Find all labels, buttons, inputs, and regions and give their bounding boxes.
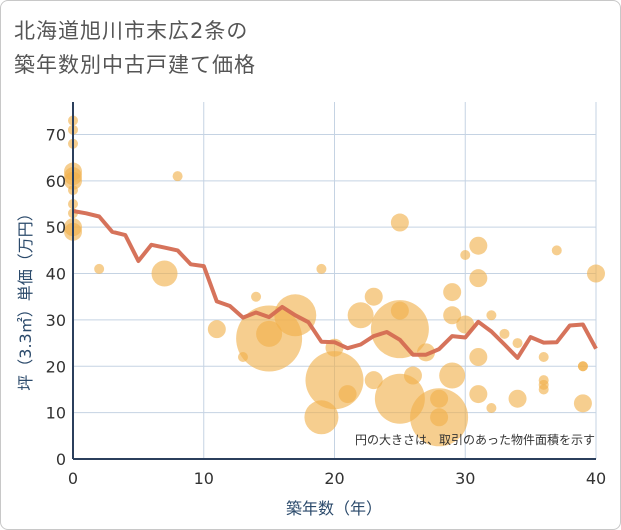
data-bubble xyxy=(390,213,409,232)
data-bubble xyxy=(338,385,357,404)
data-bubble xyxy=(538,384,549,395)
y-tick-label: 30 xyxy=(46,311,66,330)
data-bubble xyxy=(172,171,183,182)
data-bubble xyxy=(151,260,178,287)
x-tick-label: 10 xyxy=(194,469,214,488)
data-bubble xyxy=(538,352,549,362)
data-bubble xyxy=(577,361,588,372)
plot-frame xyxy=(72,102,596,460)
data-bubble xyxy=(486,310,497,321)
y-tick-label: 0 xyxy=(56,450,66,469)
data-bubble xyxy=(443,283,462,302)
y-axis-label: 坪（3.3㎡）単価（万円） xyxy=(16,205,35,390)
chart-title: 北海道旭川市末広2条の 築年数別中古戸建て価格 xyxy=(14,14,256,82)
x-tick-label: 40 xyxy=(586,469,606,488)
data-bubble xyxy=(486,403,497,413)
data-bubble xyxy=(460,250,471,260)
data-bubble xyxy=(417,343,436,362)
data-bubble xyxy=(364,371,383,390)
data-bubble xyxy=(347,302,374,329)
data-bubble xyxy=(251,291,262,302)
x-tick-label: 0 xyxy=(68,469,78,488)
size-annotation: 円の大きさは、取引のあった物件面積を示す xyxy=(355,432,595,447)
data-bubble xyxy=(469,236,488,255)
data-bubble xyxy=(364,287,383,306)
data-bubble xyxy=(94,263,105,274)
x-axis-label: 築年数（年） xyxy=(286,499,382,518)
x-tick-label: 30 xyxy=(455,469,475,488)
data-bubble xyxy=(256,320,283,347)
data-bubble xyxy=(370,300,429,359)
data-bubble xyxy=(430,389,449,408)
y-tick-label: 70 xyxy=(46,125,66,144)
data-bubble xyxy=(512,338,523,349)
average-price-line xyxy=(72,209,598,360)
data-bubble xyxy=(469,348,488,366)
y-tick-label: 40 xyxy=(46,265,66,284)
data-bubble xyxy=(508,389,527,408)
data-bubble xyxy=(443,306,462,325)
data-bubble xyxy=(469,269,488,288)
y-tick-label: 20 xyxy=(46,357,66,376)
data-bubble xyxy=(499,328,510,339)
data-bubble xyxy=(390,301,409,320)
x-tick-label: 20 xyxy=(324,469,344,488)
y-tick-label: 60 xyxy=(46,172,66,191)
data-bubble xyxy=(403,366,422,385)
data-bubble xyxy=(207,320,226,339)
title-line-1: 北海道旭川市末広2条の xyxy=(14,19,249,43)
tick-labels: 0 10 20 30 40 0 10 20 30 40 50 60 70 xyxy=(46,125,607,488)
data-bubble xyxy=(316,263,327,274)
data-bubble xyxy=(587,264,605,283)
y-tick-label: 10 xyxy=(46,404,66,423)
data-bubble xyxy=(469,385,488,404)
title-line-2: 築年数別中古戸建て価格 xyxy=(14,53,256,77)
data-bubble xyxy=(439,362,466,389)
data-bubble xyxy=(573,394,592,413)
data-bubble xyxy=(430,408,449,427)
bubble-layer xyxy=(64,115,605,447)
data-bubble xyxy=(305,351,364,410)
data-bubble xyxy=(551,245,562,256)
y-tick-label: 50 xyxy=(46,218,66,237)
